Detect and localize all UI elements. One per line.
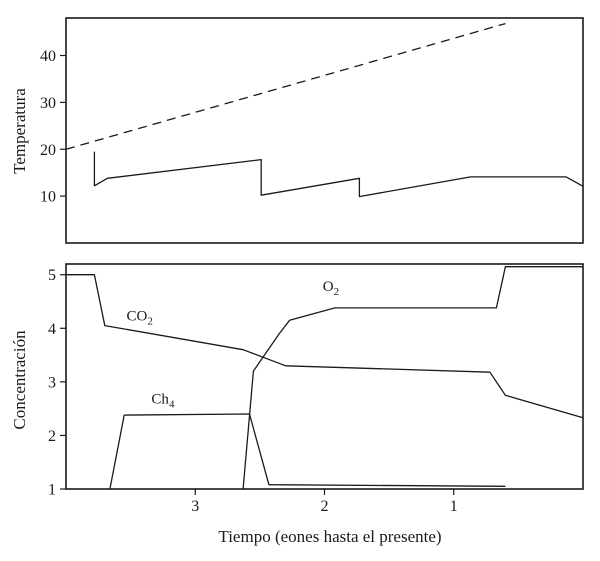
temperature-plot-frame [65,17,584,244]
ch4-label-subscript: 4 [169,398,175,410]
ch4-series-line [109,413,506,490]
co2-label-subscript: 2 [147,315,153,327]
concentration-plot-frame [65,263,584,490]
temperature-y-axis-label: Temperatura [10,88,29,174]
temperature-y-tick-label: 40 [40,48,56,65]
temperature-solid-series-line [93,151,584,198]
ch4-label-base: Ch [151,391,169,407]
concentration-y-tick-label: 1 [48,482,56,499]
concentration-panel: Concentración Tiempo (eones hasta el pre… [10,263,584,546]
concentration-y-tick-label: 3 [48,374,56,391]
concentration-x-tick-label: 3 [191,498,199,515]
temperature-y-tick-label: 10 [40,189,56,206]
temperature-dashed-series-line [65,22,506,150]
temperature-y-tick-label: 20 [40,142,56,159]
concentration-y-axis-label: Concentración [10,330,29,430]
co2-series-line [66,274,584,419]
temperature-y-tick-label: 30 [40,95,56,112]
concentration-y-tick-label: 5 [48,267,56,284]
time-x-axis-label: Tiempo (eones hasta el presente) [218,527,441,546]
concentration-y-tick-label: 4 [48,321,56,338]
concentration-x-tick-label: 1 [450,498,458,515]
concentration-x-tick-label: 2 [321,498,329,515]
o2-label-subscript: 2 [334,286,340,298]
ch4-series-label: Ch4 [151,391,175,410]
co2-series-label: CO2 [127,308,153,327]
co2-label-base: CO [127,308,148,324]
o2-series-line [242,266,583,490]
temperature-panel: Temperatura 10 20 30 40 [10,17,584,244]
o2-series-label: O2 [323,279,339,298]
o2-label-base: O [323,279,334,295]
concentration-y-tick-label: 2 [48,428,56,445]
